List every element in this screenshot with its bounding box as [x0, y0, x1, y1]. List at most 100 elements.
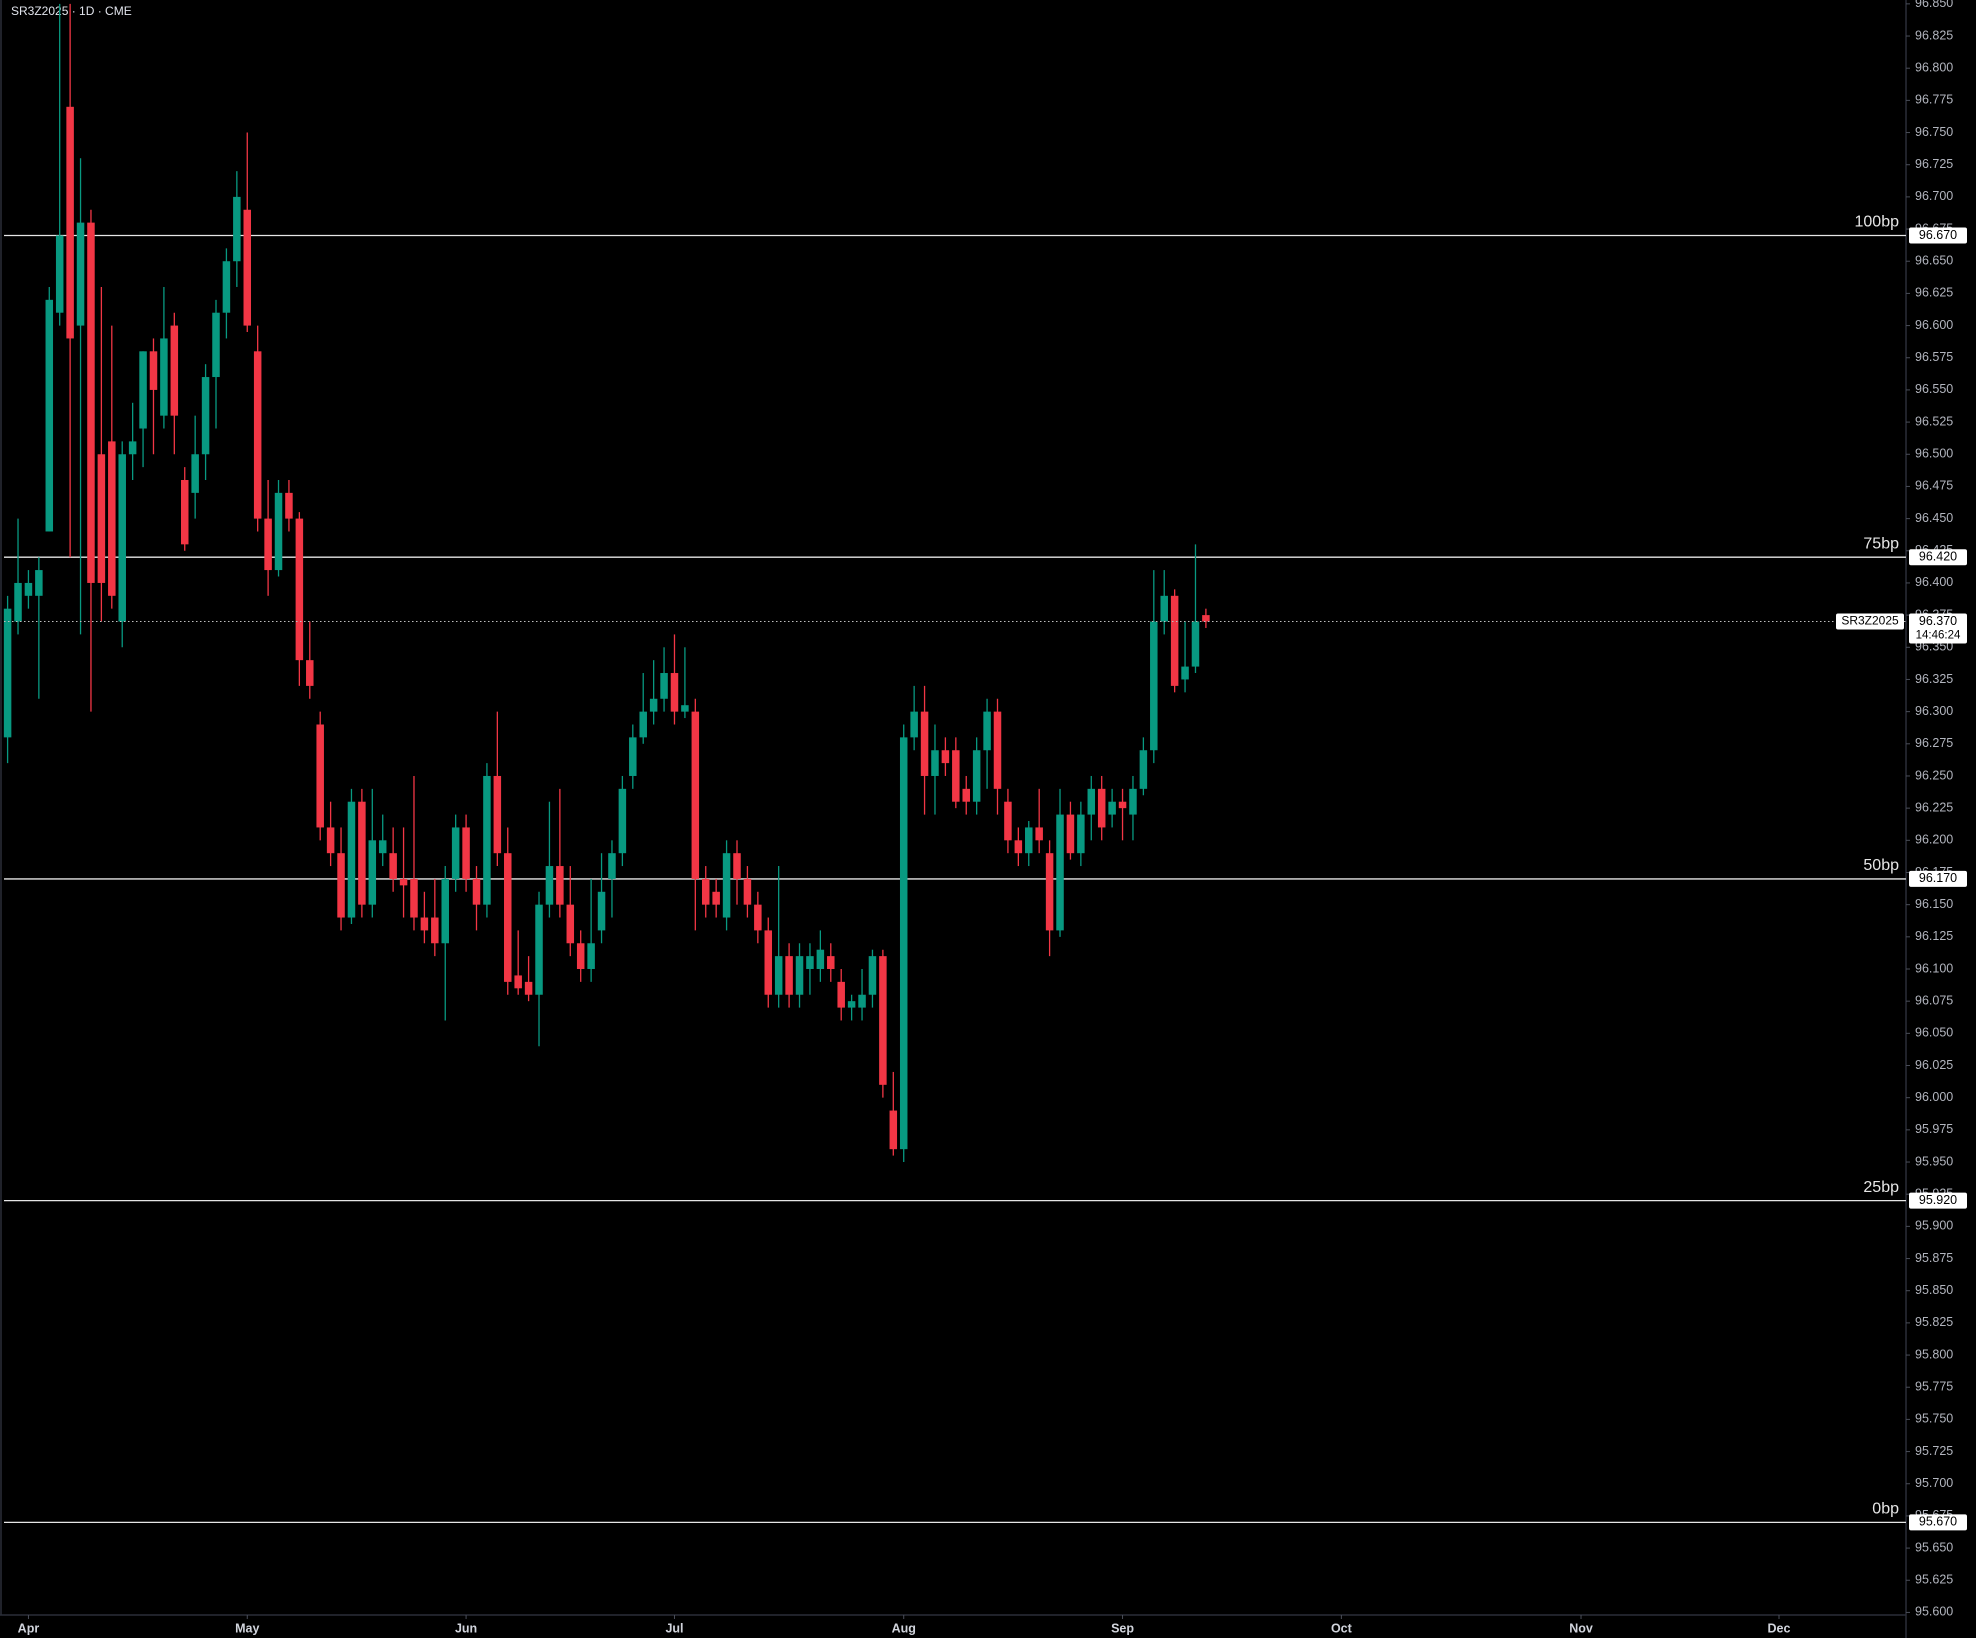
candle-body [45, 299, 54, 532]
candle-body [733, 853, 741, 879]
y-tick-label: 96.825 [1915, 28, 1953, 42]
candle-body [535, 904, 543, 995]
candle-body [889, 1110, 898, 1150]
level-tag-label: 96.670 [1919, 228, 1957, 242]
y-tick-label: 96.850 [1915, 0, 1953, 10]
y-tick-label: 95.700 [1915, 1476, 1953, 1490]
candle-body [920, 711, 929, 776]
candle-body [879, 956, 887, 1085]
candle-body [87, 222, 95, 583]
candle-body [868, 956, 877, 995]
y-tick-label: 95.650 [1915, 1540, 1953, 1554]
candle-body [14, 582, 22, 622]
candle-body [368, 840, 377, 905]
y-tick-label: 96.525 [1915, 414, 1953, 428]
x-tick-label: May [235, 1621, 259, 1635]
candle-body [649, 698, 658, 712]
candle-body [1097, 788, 1106, 828]
candle-body [858, 994, 866, 1008]
y-tick-label: 96.700 [1915, 189, 1953, 203]
candle-body [576, 943, 585, 969]
x-tick-label: Aug [892, 1621, 916, 1635]
y-tick-label: 95.975 [1915, 1122, 1953, 1136]
y-tick-label: 96.775 [1915, 93, 1953, 107]
candle-body [722, 853, 731, 918]
level-name: 25bp [1863, 1179, 1899, 1196]
candle-body [712, 891, 720, 905]
candle-body [128, 441, 137, 455]
y-tick-label: 96.500 [1915, 447, 1953, 461]
candle-body [295, 518, 304, 661]
candle-body [1108, 801, 1116, 815]
candle-body [952, 750, 960, 802]
y-tick-label: 96.550 [1915, 382, 1953, 396]
y-tick-label: 95.775 [1915, 1380, 1953, 1394]
candle-body [201, 377, 210, 455]
y-tick-label: 96.050 [1915, 1026, 1953, 1040]
x-tick-label: Sep [1111, 1621, 1134, 1635]
candle-body [441, 878, 449, 944]
candle-body [1202, 615, 1210, 622]
candle-body [910, 711, 918, 738]
candle-body [806, 956, 814, 969]
candle-body [264, 518, 272, 571]
candle-body [1170, 595, 1179, 686]
symbol-tag-label: SR3Z2025 [1841, 614, 1899, 628]
candle-body [35, 570, 43, 596]
last-price-tag [1909, 613, 1967, 644]
candle-body [1014, 840, 1023, 854]
y-tick-label: 95.850 [1915, 1283, 1953, 1297]
x-tick-label: Jun [455, 1621, 477, 1635]
y-tick-label: 96.200 [1915, 833, 1953, 847]
y-tick-label: 96.225 [1915, 800, 1953, 814]
level-tag [1909, 1192, 1967, 1209]
level-tag-label: 96.420 [1919, 550, 1957, 564]
candle-body [566, 904, 575, 944]
candle-body [76, 222, 85, 326]
y-tick-label: 95.625 [1915, 1573, 1953, 1587]
candle-body [837, 981, 845, 1008]
candle-body [983, 711, 991, 751]
candle-body [233, 196, 241, 262]
candle-body [118, 454, 126, 622]
y-tick-label: 96.625 [1915, 286, 1953, 300]
candle-body [701, 878, 710, 905]
candle-body [472, 878, 481, 905]
candle-body [785, 956, 793, 995]
candle-body [306, 660, 314, 686]
chart-title: SR3Z2025 · 1D · CME [11, 4, 132, 18]
candle-body [326, 827, 335, 854]
y-tick-label: 96.250 [1915, 768, 1953, 782]
candle-body [420, 917, 429, 931]
candle-body [660, 673, 668, 699]
candle-body [347, 801, 356, 918]
symbol-tag [1836, 613, 1904, 630]
candle-body [358, 801, 366, 905]
candle-body [66, 106, 74, 339]
candle-body [1139, 750, 1148, 789]
candle-body [691, 711, 700, 879]
candle-body [191, 454, 199, 493]
candle-body [1004, 801, 1012, 841]
x-tick-label: Apr [18, 1621, 40, 1635]
y-tick-label: 96.325 [1915, 672, 1953, 686]
candle-body [608, 853, 616, 879]
y-tick-label: 96.000 [1915, 1090, 1953, 1104]
candle-body [222, 261, 231, 313]
candle-body [556, 866, 564, 905]
candle-body [1191, 621, 1200, 667]
y-tick-label: 96.800 [1915, 61, 1953, 75]
candle-body [170, 325, 179, 416]
y-tick-label: 96.600 [1915, 318, 1953, 332]
level-tag [1909, 227, 1967, 244]
candle-body [399, 878, 408, 886]
y-tick-label: 96.575 [1915, 350, 1953, 364]
y-tick-label: 96.300 [1915, 704, 1953, 718]
candle-body [629, 737, 637, 776]
candle-body [1160, 595, 1168, 622]
candle-body [431, 917, 439, 944]
y-tick-label: 95.825 [1915, 1315, 1953, 1329]
candle-body [827, 956, 835, 969]
y-tick-label: 95.725 [1915, 1444, 1953, 1458]
